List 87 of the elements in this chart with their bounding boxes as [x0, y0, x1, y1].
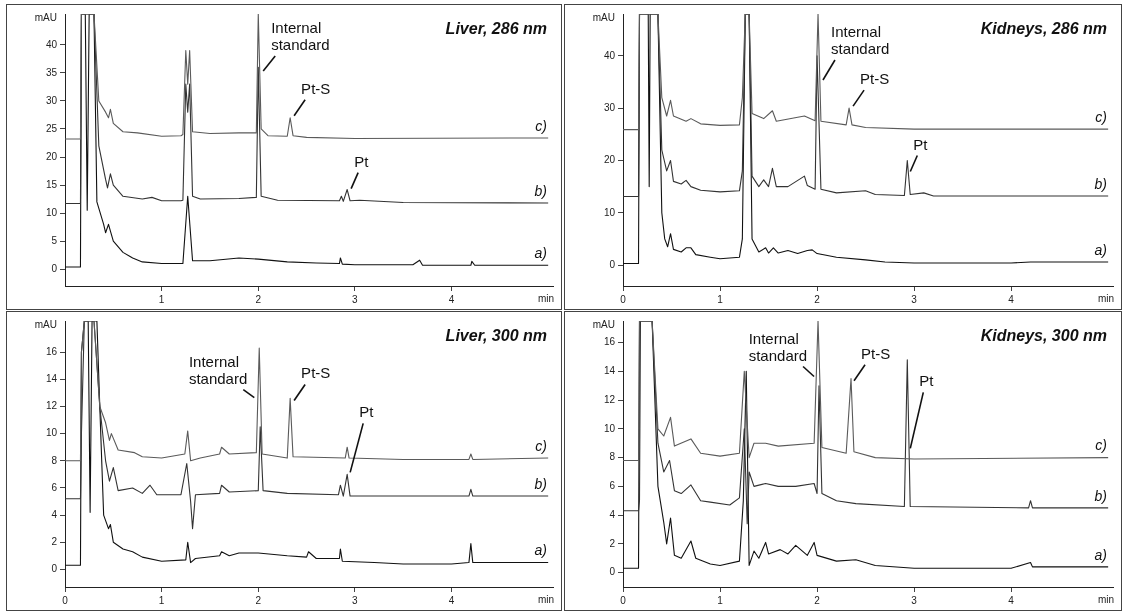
series-label: c) — [535, 117, 547, 134]
y-tick-label: 2 — [51, 535, 58, 547]
series-label: a) — [534, 245, 547, 262]
y-axis-title: mAU — [592, 318, 615, 330]
x-axis-title: min — [537, 292, 554, 304]
y-tick-label: 40 — [45, 38, 58, 50]
x-tick-label: 4 — [1008, 594, 1015, 606]
y-tick-label: 0 — [609, 566, 616, 578]
y-tick-label: 30 — [603, 101, 616, 113]
y-tick-label: 5 — [51, 234, 58, 246]
x-tick-label: 1 — [717, 293, 724, 305]
chart-title: Liver, 286 nm — [445, 20, 547, 38]
y-tick-label: 20 — [603, 154, 616, 166]
series-label: c) — [1095, 108, 1107, 125]
y-tick-label: 8 — [609, 451, 616, 463]
annotation: Pt — [919, 372, 935, 390]
annotation: Pt — [913, 135, 929, 153]
x-axis-title: min — [1097, 292, 1114, 304]
annotation: Pt — [359, 403, 375, 421]
y-axis-title: mAU — [34, 11, 57, 23]
series-label: b) — [534, 182, 547, 199]
x-tick-label: 2 — [255, 594, 262, 606]
x-tick-label: 2 — [814, 293, 821, 305]
y-tick-label: 14 — [45, 373, 58, 385]
y-tick-label: 4 — [609, 508, 616, 520]
chart-title: Kidneys, 286 nm — [980, 20, 1107, 38]
y-axis-title: mAU — [34, 318, 57, 330]
y-tick-label: 0 — [51, 262, 58, 274]
y-tick-label: 10 — [45, 206, 58, 218]
annotation: Internal standard — [748, 329, 808, 364]
chart-title: Kidneys, 300 nm — [980, 327, 1107, 345]
y-tick-label: 0 — [51, 563, 58, 575]
series-label: c) — [1095, 437, 1107, 454]
y-tick-label: 10 — [603, 206, 616, 218]
x-tick-label: 3 — [911, 594, 918, 606]
x-axis-title: min — [537, 593, 554, 605]
x-tick-label: 0 — [62, 594, 69, 606]
annotation: Pt — [354, 152, 370, 170]
annotation: Pt-S — [301, 364, 331, 382]
x-tick-label: 2 — [814, 594, 821, 606]
chart-title: Liver, 300 nm — [445, 327, 547, 345]
y-tick-label: 12 — [45, 400, 58, 412]
annotation: Pt-S — [301, 79, 331, 97]
y-tick-label: 2 — [609, 537, 616, 549]
series-label: b) — [534, 475, 547, 492]
x-tick-label: 4 — [1008, 293, 1015, 305]
y-tick-label: 16 — [45, 345, 58, 357]
annotation: Internal standard — [830, 23, 890, 57]
x-axis-title: min — [1097, 593, 1114, 605]
x-tick-label: 0 — [620, 594, 627, 606]
y-axis-title: mAU — [592, 11, 615, 23]
y-tick-label: 40 — [603, 49, 616, 61]
annotation: Pt-S — [860, 70, 890, 88]
series-label: b) — [1094, 487, 1107, 504]
x-tick-label: 3 — [911, 293, 918, 305]
x-tick-label: 1 — [158, 293, 165, 305]
annotation: Pt-S — [861, 344, 891, 362]
annotation: Internal standard — [188, 352, 248, 387]
x-tick-label: 3 — [352, 594, 359, 606]
x-tick-label: 2 — [255, 293, 262, 305]
y-tick-label: 16 — [603, 336, 616, 348]
y-tick-label: 8 — [51, 454, 58, 466]
series-label: b) — [1094, 175, 1107, 192]
x-tick-label: 4 — [448, 594, 455, 606]
y-tick-label: 6 — [51, 481, 58, 493]
series-label: a) — [1094, 546, 1107, 563]
series-label: a) — [1094, 241, 1107, 258]
y-tick-label: 4 — [51, 508, 58, 520]
y-tick-label: 15 — [45, 178, 58, 190]
series-label: c) — [535, 437, 547, 454]
series-label: a) — [534, 542, 547, 559]
annotation: Internal standard — [271, 19, 330, 53]
y-tick-label: 14 — [603, 365, 616, 377]
y-tick-label: 35 — [45, 66, 58, 78]
y-tick-label: 10 — [45, 427, 58, 439]
y-tick-label: 12 — [603, 393, 616, 405]
y-tick-label: 6 — [609, 480, 616, 492]
y-tick-label: 20 — [45, 150, 58, 162]
x-tick-label: 1 — [158, 594, 165, 606]
x-tick-label: 3 — [352, 293, 359, 305]
x-tick-label: 1 — [717, 594, 724, 606]
y-tick-label: 0 — [609, 258, 616, 270]
y-tick-label: 10 — [603, 422, 616, 434]
x-tick-label: 0 — [620, 293, 627, 305]
y-tick-label: 30 — [45, 94, 58, 106]
x-tick-label: 4 — [448, 293, 455, 305]
y-tick-label: 25 — [45, 122, 58, 134]
